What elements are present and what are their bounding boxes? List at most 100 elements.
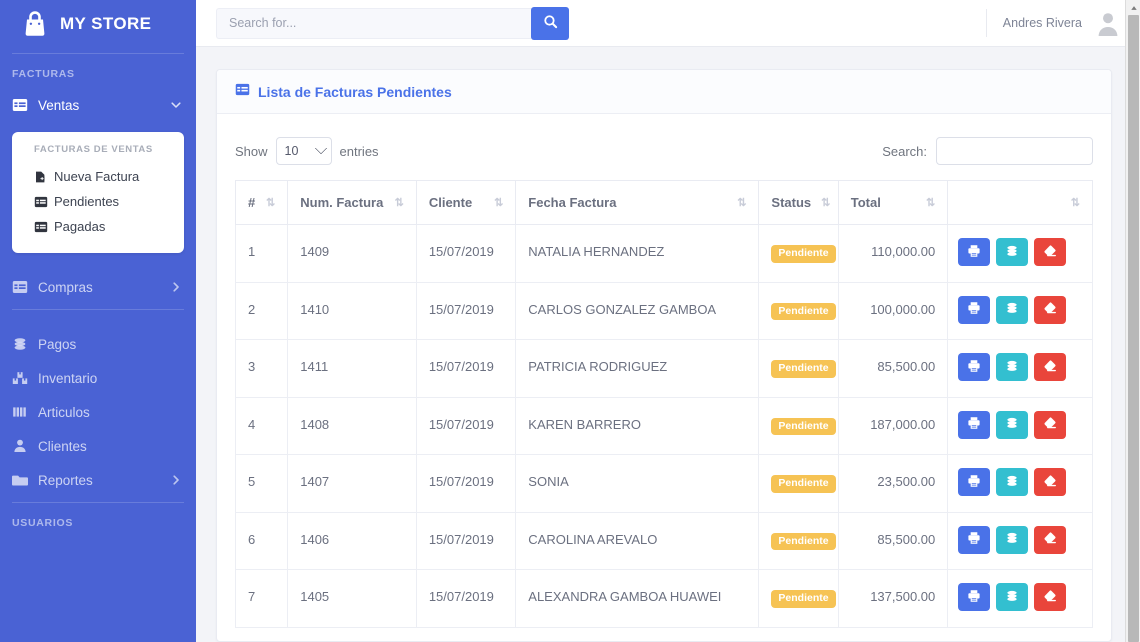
print-button[interactable] bbox=[958, 353, 991, 381]
coins-icon bbox=[1005, 416, 1019, 433]
print-button[interactable] bbox=[958, 295, 991, 324]
status-badge: Pendiente bbox=[771, 532, 836, 550]
cell-index: 5 bbox=[234, 454, 289, 513]
boxes-icon bbox=[12, 370, 28, 386]
column-header-fecha-factura[interactable]: Fecha Factura ⇅ bbox=[515, 180, 760, 225]
column-label: Total bbox=[850, 195, 881, 210]
status-badge: Pendiente bbox=[771, 245, 836, 263]
print-button[interactable] bbox=[958, 468, 991, 496]
cell-total: 137,500.00 bbox=[837, 569, 949, 628]
eraser-icon bbox=[1043, 589, 1057, 606]
sort-icon: ⇅ bbox=[494, 197, 504, 209]
table-row: 6 1406 15/07/2019 CAROLINA AREVALO Pendiente… bbox=[234, 511, 1093, 570]
search-button[interactable] bbox=[531, 6, 569, 40]
page-length-control: Show 10 25 50 100 entries bbox=[235, 137, 379, 165]
pending-invoices-table: # ⇅ Num. Factura ⇅ bbox=[234, 180, 1093, 628]
pay-button[interactable] bbox=[996, 238, 1029, 266]
cell-cliente: CAROLINA AREVALO bbox=[515, 511, 760, 570]
column-header-actions[interactable]: ⇅ bbox=[947, 180, 1093, 225]
sort-icon: ⇅ bbox=[1070, 197, 1080, 209]
submenu-item-pendientes[interactable]: Pendientes bbox=[12, 189, 184, 214]
table-controls: Show 10 25 50 100 entries Search: bbox=[235, 130, 1093, 172]
pay-button[interactable] bbox=[996, 583, 1029, 611]
printer-icon bbox=[967, 359, 981, 376]
table-icon bbox=[12, 279, 28, 295]
sidebar-item-ventas[interactable]: Ventas bbox=[0, 88, 196, 122]
table-search-input[interactable] bbox=[936, 137, 1093, 165]
submenu-item-pagadas[interactable]: Pagadas bbox=[12, 214, 184, 239]
delete-button[interactable] bbox=[1034, 410, 1067, 439]
row-action-group bbox=[958, 583, 1082, 611]
sort-icon: ⇅ bbox=[926, 197, 936, 209]
cell-actions bbox=[947, 339, 1093, 398]
search-input[interactable] bbox=[216, 7, 533, 39]
column-header-status[interactable]: Status ⇅ bbox=[758, 180, 839, 225]
column-header-total[interactable]: Total ⇅ bbox=[837, 180, 949, 225]
delete-button[interactable] bbox=[1034, 525, 1067, 554]
brand-name: MY STORE bbox=[60, 14, 152, 33]
sidebar-item-label: Articulos bbox=[38, 404, 90, 420]
print-button[interactable] bbox=[958, 583, 991, 611]
column-header-num-factura[interactable]: Num. Factura ⇅ bbox=[287, 180, 417, 225]
column-header-cliente[interactable]: Cliente ⇅ bbox=[415, 180, 517, 225]
sort-icon: ⇅ bbox=[266, 197, 276, 209]
table-icon bbox=[235, 82, 250, 102]
eraser-icon bbox=[1043, 244, 1057, 261]
cell-cliente: KAREN BARRERO bbox=[515, 396, 760, 455]
sidebar-item-reportes[interactable]: Reportes bbox=[0, 463, 196, 497]
table-icon bbox=[12, 97, 28, 113]
column-label: Status bbox=[771, 195, 812, 210]
delete-button[interactable] bbox=[1034, 468, 1067, 496]
cell-fecha-factura: 15/07/2019 bbox=[415, 281, 517, 340]
pay-button[interactable] bbox=[996, 295, 1029, 324]
cell-num-factura: 1411 bbox=[287, 339, 417, 398]
printer-icon bbox=[967, 416, 981, 433]
delete-button[interactable] bbox=[1034, 583, 1067, 611]
pay-button[interactable] bbox=[996, 468, 1029, 496]
printer-icon bbox=[967, 244, 981, 261]
print-button[interactable] bbox=[958, 525, 991, 554]
page-length-select[interactable]: 10 25 50 100 bbox=[275, 137, 332, 165]
cell-total: 187,000.00 bbox=[837, 396, 949, 455]
cell-fecha-factura: 15/07/2019 bbox=[415, 339, 517, 398]
printer-icon bbox=[967, 531, 981, 548]
sidebar-caption-facturas: FACTURAS bbox=[12, 68, 75, 80]
printer-icon bbox=[967, 474, 981, 491]
cell-cliente: SONIA bbox=[515, 454, 760, 513]
user-menu[interactable]: Andres Rivera bbox=[985, 9, 1122, 37]
brand[interactable]: MY STORE bbox=[0, 0, 196, 48]
scroll-up-arrow-icon[interactable] bbox=[1126, 0, 1140, 15]
table-search: Search: bbox=[882, 137, 1093, 165]
column-header-index[interactable]: # ⇅ bbox=[234, 180, 289, 225]
coins-icon bbox=[1005, 474, 1019, 491]
sidebar-divider-top bbox=[12, 53, 184, 54]
sort-icon: ⇅ bbox=[737, 197, 747, 209]
scrollbar-thumb[interactable] bbox=[1128, 15, 1139, 642]
cell-index: 4 bbox=[234, 396, 289, 455]
sidebar-item-compras[interactable]: Compras bbox=[0, 270, 196, 304]
coins-icon bbox=[1005, 244, 1019, 261]
cell-cliente: NATALIA HERNANDEZ bbox=[515, 224, 760, 283]
sidebar-item-inventario[interactable]: Inventario bbox=[0, 361, 196, 395]
submenu-item-nueva-factura[interactable]: Nueva Factura bbox=[12, 164, 184, 189]
browser-scrollbar[interactable] bbox=[1125, 0, 1140, 642]
delete-button[interactable] bbox=[1034, 238, 1067, 266]
sidebar-item-clientes[interactable]: Clientes bbox=[0, 429, 196, 463]
print-button[interactable] bbox=[958, 410, 991, 439]
pay-button[interactable] bbox=[996, 353, 1029, 381]
columns-icon bbox=[12, 404, 28, 420]
cell-actions bbox=[947, 511, 1093, 570]
cell-fecha-factura: 15/07/2019 bbox=[415, 511, 517, 570]
delete-button[interactable] bbox=[1034, 295, 1067, 324]
print-button[interactable] bbox=[958, 238, 991, 266]
cell-status: Pendiente bbox=[758, 569, 839, 628]
cell-index: 3 bbox=[234, 339, 289, 398]
pay-button[interactable] bbox=[996, 525, 1029, 554]
sidebar-item-pagos[interactable]: Pagos bbox=[0, 327, 196, 361]
search-icon bbox=[543, 14, 558, 32]
delete-button[interactable] bbox=[1034, 353, 1067, 381]
show-label: Show bbox=[235, 143, 268, 159]
pay-button[interactable] bbox=[996, 410, 1029, 439]
cell-status: Pendiente bbox=[758, 224, 839, 283]
sidebar-item-articulos[interactable]: Articulos bbox=[0, 395, 196, 429]
